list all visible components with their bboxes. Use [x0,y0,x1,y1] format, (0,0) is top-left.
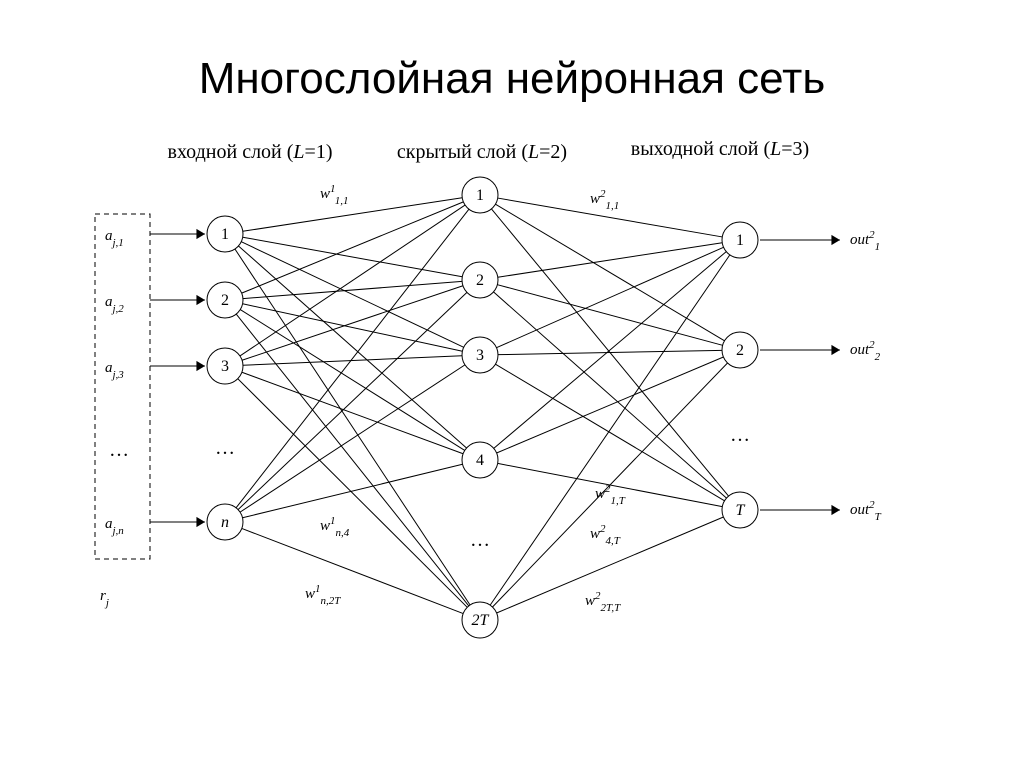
svg-text:w22T,T: w22T,T [585,590,621,614]
svg-text:aj,3: aj,3 [105,360,124,381]
network-svg: aj,1 aj,2 aj,3 … aj,n rj 1 2 3 … n 1 2 3 4 … 2T 1 2 … Tout21… [0,0,1024,768]
svg-text:входной слой (L=1): входной слой (L=1) [168,141,333,163]
svg-text:1: 1 [221,226,229,243]
svg-text:скрытый слой (L=2): скрытый слой (L=2) [397,141,567,163]
svg-text:T: T [736,502,746,519]
svg-text:…: … [215,437,235,459]
svg-text:3: 3 [476,347,484,364]
svg-text:w21,T: w21,T [595,483,626,507]
svg-text:4: 4 [476,452,484,469]
svg-text:w11,1: w11,1 [320,183,348,207]
svg-text:1: 1 [736,232,744,249]
svg-text:2: 2 [736,342,744,359]
svg-text:2: 2 [476,272,484,289]
svg-text:…: … [470,529,490,551]
svg-text:w21,1: w21,1 [590,188,619,212]
svg-text:aj,n: aj,n [105,516,124,537]
svg-text:out21: out21 [850,229,880,253]
svg-text:w24,T: w24,T [590,523,621,547]
svg-text:…: … [730,424,750,446]
svg-text:out2T: out2T [850,499,882,523]
svg-text:2T: 2T [472,612,490,629]
svg-text:rj: rj [100,588,109,609]
svg-text:w1n,4: w1n,4 [320,515,350,539]
svg-text:n: n [221,514,229,531]
svg-text:…: … [109,439,129,461]
svg-text:out22: out22 [850,339,881,363]
svg-text:aj,1: aj,1 [105,228,124,249]
svg-text:3: 3 [221,358,229,375]
svg-text:1: 1 [476,187,484,204]
svg-text:выходной слой (L=3): выходной слой (L=3) [631,138,809,160]
svg-text:aj,2: aj,2 [105,294,124,315]
svg-text:w1n,2T: w1n,2T [305,583,341,607]
svg-text:2: 2 [221,292,229,309]
diagram-stage: Многослойная нейронная сеть aj,1aj,2aj,3… [0,0,1024,768]
